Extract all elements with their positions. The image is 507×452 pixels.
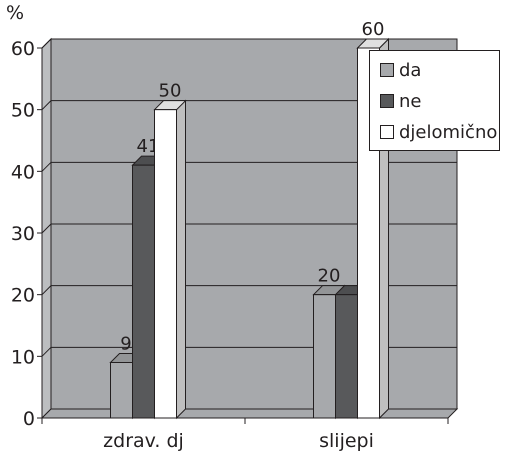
bar [132,164,155,419]
legend-swatch-ne [380,94,394,108]
legend-item-ne: ne [380,89,421,113]
y-tick-label: 20 [11,285,35,307]
legend-item-djelomicno: djelomično [380,120,497,144]
y-tick-label: 0 [23,408,35,430]
bar [313,294,336,419]
data-label: 41 [137,136,160,157]
x-tick-label: slijepi [319,430,374,452]
gridline [41,161,457,172]
data-label: 50 [159,81,182,102]
gridline [41,38,457,49]
legend-swatch-djelomicno [380,125,394,139]
legend: da ne djelomično [369,50,500,151]
x-tick-label: zdrav. dj [103,430,184,452]
data-label: 60 [362,19,385,40]
legend-label-da: da [399,59,422,81]
y-tick-label: 60 [11,38,35,60]
y-axis-unit-label: % [6,2,25,24]
gridline [41,285,457,296]
y-tick-label: 40 [11,161,35,183]
plot-area-floor [40,408,459,419]
data-label: 20 [318,266,341,287]
bar [335,294,358,419]
y-tick-label: 50 [11,100,35,122]
legend-swatch-da [380,63,394,77]
y-tick-label: 30 [11,223,35,245]
bar-side [176,99,186,420]
gridline [41,223,457,234]
legend-label-ne: ne [399,90,422,112]
gridline [41,100,457,111]
bar [154,109,177,419]
y-tick-label: 10 [11,346,35,368]
legend-label-djelomicno: djelomično [399,121,498,143]
legend-item-da: da [380,58,421,82]
data-label: 9 [120,334,131,355]
bar [110,362,133,419]
